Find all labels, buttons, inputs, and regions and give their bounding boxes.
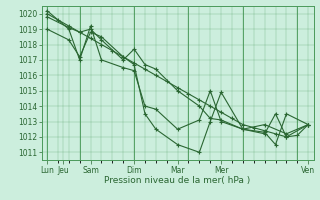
X-axis label: Pression niveau de la mer( hPa ): Pression niveau de la mer( hPa ) (104, 176, 251, 185)
